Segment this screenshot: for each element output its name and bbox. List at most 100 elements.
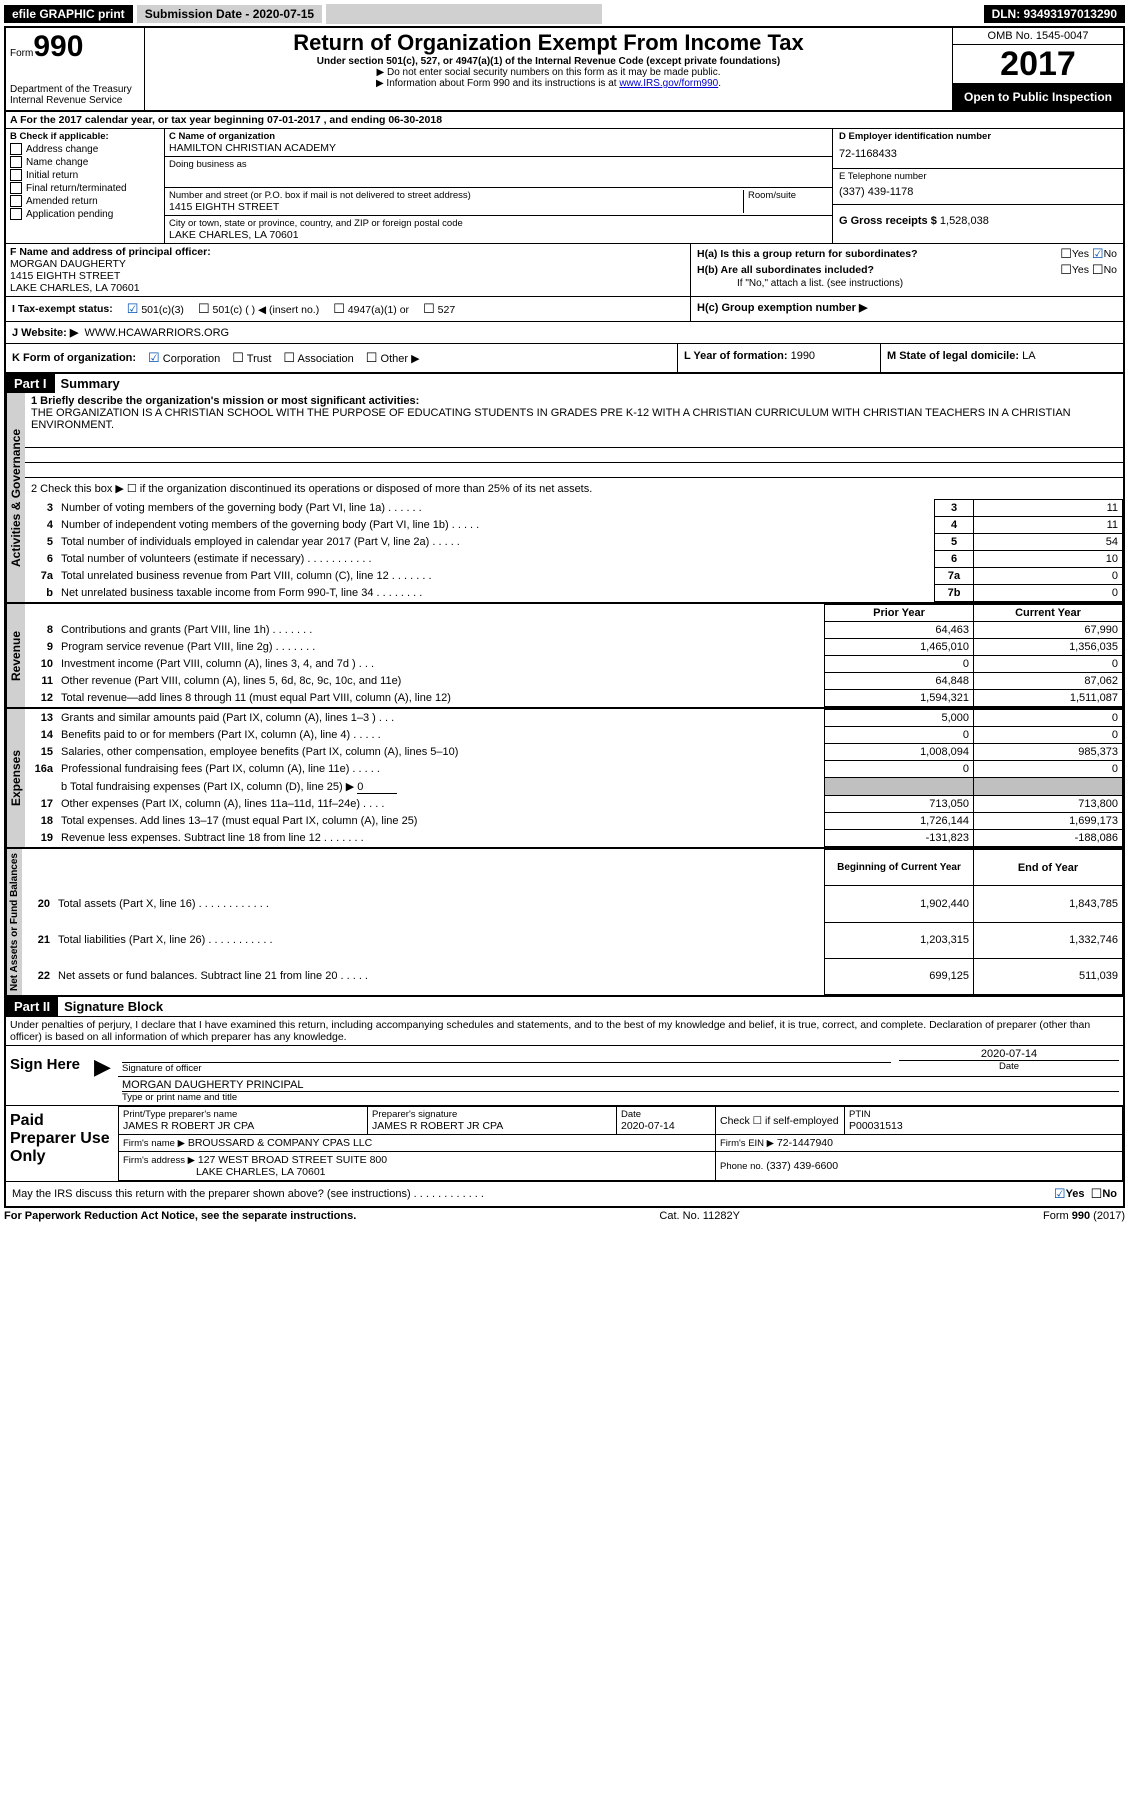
form-word: Form: [10, 48, 33, 59]
netassets-row: 20Total assets (Part X, line 16) . . . .…: [22, 886, 1123, 922]
city-state-zip: LAKE CHARLES, LA 70601: [169, 229, 828, 241]
netassets-row: 21Total liabilities (Part X, line 26) . …: [22, 922, 1123, 958]
expense-row-b: b Total fundraising expenses (Part IX, c…: [25, 778, 1123, 796]
firm-addr2: LAKE CHARLES, LA 70601: [196, 1166, 326, 1178]
footer-mid: Cat. No. 11282Y: [659, 1210, 740, 1222]
corp-checkbox[interactable]: [148, 353, 160, 365]
form-header: Form990 Department of the Treasury Inter…: [4, 26, 1125, 112]
expense-row: 17Other expenses (Part IX, column (A), l…: [25, 796, 1123, 813]
part1-label: Part I: [6, 374, 55, 393]
expenses-block: Expenses 13Grants and similar amounts pa…: [4, 709, 1125, 849]
efile-button[interactable]: efile GRAPHIC print: [4, 5, 133, 23]
form-title: Return of Organization Exempt From Incom…: [149, 30, 948, 56]
part2-label: Part II: [6, 997, 58, 1016]
phone-label: E Telephone number: [839, 171, 1117, 182]
other-checkbox[interactable]: [366, 353, 378, 365]
discuss-no-checkbox[interactable]: [1091, 1186, 1103, 1202]
revenue-block: Revenue Prior YearCurrent Year8Contribut…: [4, 604, 1125, 709]
paid-preparer-label: Paid Preparer Use Only: [6, 1106, 118, 1181]
revenue-row: 9Program service revenue (Part VIII, lin…: [25, 639, 1123, 656]
box-b-item: Application pending: [10, 208, 160, 220]
expense-row: 18Total expenses. Add lines 13–17 (must …: [25, 813, 1123, 830]
sign-here-block: Sign Here ▶ Signature of officer 2020-07…: [4, 1046, 1125, 1106]
q1-label: 1 Briefly describe the organization's mi…: [31, 395, 1117, 407]
revenue-table: Prior YearCurrent Year8Contributions and…: [25, 604, 1123, 707]
vtab-revenue: Revenue: [6, 604, 25, 707]
note-ssn: ▶ Do not enter social security numbers o…: [149, 67, 948, 78]
governance-table: 3Number of voting members of the governi…: [25, 499, 1123, 602]
hb-yes-checkbox[interactable]: [1060, 262, 1072, 278]
ein-label: D Employer identification number: [839, 131, 1117, 142]
ha-no-checkbox[interactable]: [1092, 246, 1104, 262]
box-b-item: Amended return: [10, 195, 160, 207]
trust-checkbox[interactable]: [232, 353, 244, 365]
omb-number: OMB No. 1545-0047: [953, 28, 1123, 45]
netassets-header-row: Beginning of Current YearEnd of Year: [22, 850, 1123, 886]
part2-title: Signature Block: [58, 997, 169, 1016]
expense-row: 16aProfessional fundraising fees (Part I…: [25, 761, 1123, 778]
discuss-row: May the IRS discuss this return with the…: [4, 1182, 1125, 1208]
discuss-yes-checkbox[interactable]: [1054, 1186, 1066, 1202]
sign-here-label: Sign Here: [6, 1046, 94, 1105]
checkbox-icon[interactable]: [10, 143, 22, 155]
sign-arrow-icon: ▶: [94, 1046, 118, 1105]
part2-header: Part II Signature Block: [4, 997, 1125, 1017]
website-label: J Website: ▶: [12, 327, 78, 339]
revenue-row: 12Total revenue—add lines 8 through 11 (…: [25, 690, 1123, 707]
state-domicile-label: M State of legal domicile:: [887, 350, 1019, 362]
checkbox-icon[interactable]: [10, 182, 22, 194]
firm-name: BROUSSARD & COMPANY CPAS LLC: [188, 1137, 372, 1149]
irs-link[interactable]: www.IRS.gov/form990: [619, 78, 718, 89]
checkbox-icon[interactable]: [10, 169, 22, 181]
revenue-row: 8Contributions and grants (Part VIII, li…: [25, 622, 1123, 639]
part1-title: Summary: [55, 374, 126, 393]
revenue-header-row: Prior YearCurrent Year: [25, 605, 1123, 622]
preparer-sig: JAMES R ROBERT JR CPA: [372, 1120, 612, 1132]
row-a-period: A For the 2017 calendar year, or tax yea…: [4, 112, 1125, 129]
part1-header: Part I Summary: [4, 374, 1125, 393]
vtab-expenses: Expenses: [6, 709, 25, 847]
box-b-item: Name change: [10, 156, 160, 168]
tax-year: 2017: [953, 45, 1123, 84]
firm-ein: 72-1447940: [777, 1137, 833, 1149]
firm-addr1: 127 WEST BROAD STREET SUITE 800: [198, 1154, 387, 1166]
governance-row: 6Total number of volunteers (estimate if…: [25, 551, 1123, 568]
h-b-note: If "No," attach a list. (see instruction…: [697, 278, 1117, 289]
firm-phone: (337) 439-6600: [766, 1160, 838, 1172]
checkbox-icon[interactable]: [10, 208, 22, 220]
assoc-checkbox[interactable]: [283, 353, 295, 365]
preparer-table: Print/Type preparer's nameJAMES R ROBERT…: [118, 1106, 1123, 1181]
page-footer: For Paperwork Reduction Act Notice, see …: [4, 1208, 1125, 1222]
top-toolbar: efile GRAPHIC print Submission Date - 20…: [4, 4, 1125, 24]
paid-preparer-block: Paid Preparer Use Only Print/Type prepar…: [4, 1106, 1125, 1182]
officer-name-label: Type or print name and title: [122, 1092, 1119, 1103]
501c-checkbox[interactable]: [198, 304, 210, 316]
open-public-label: Open to Public Inspection: [953, 84, 1123, 110]
527-checkbox[interactable]: [423, 304, 435, 316]
box-d-e-g: D Employer identification number 72-1168…: [833, 129, 1123, 243]
expense-row: 15Salaries, other compensation, employee…: [25, 744, 1123, 761]
box-b-item: Address change: [10, 143, 160, 155]
officer-name: MORGAN DAUGHERTY: [10, 258, 686, 270]
submission-date-label: Submission Date - 2020-07-15: [137, 5, 322, 23]
box-b-item: Initial return: [10, 169, 160, 181]
governance-row: 7aTotal unrelated business revenue from …: [25, 568, 1123, 585]
footer-left: For Paperwork Reduction Act Notice, see …: [4, 1210, 356, 1222]
form-subtitle: Under section 501(c), 527, or 4947(a)(1)…: [149, 56, 948, 67]
checkbox-icon[interactable]: [10, 156, 22, 168]
4947-checkbox[interactable]: [333, 304, 345, 316]
footer-right: Form 990 (2017): [1043, 1210, 1125, 1222]
self-employed-cell: Check ☐ if self-employed: [716, 1107, 845, 1135]
checkbox-icon[interactable]: [10, 195, 22, 207]
sig-officer-label: Signature of officer: [122, 1063, 891, 1074]
501c3-checkbox[interactable]: [127, 304, 139, 316]
governance-row: 3Number of voting members of the governi…: [25, 500, 1123, 517]
dept-irs: Internal Revenue Service: [10, 95, 140, 106]
preparer-date: 2020-07-14: [621, 1120, 711, 1132]
hb-no-checkbox[interactable]: [1092, 262, 1104, 278]
ein-value: 72-1168433: [839, 142, 1117, 166]
vtab-activities: Activities & Governance: [6, 393, 25, 602]
phone-value: (337) 439-1178: [839, 182, 1117, 202]
city-label: City or town, state or province, country…: [169, 218, 828, 229]
ha-yes-checkbox[interactable]: [1060, 246, 1072, 262]
